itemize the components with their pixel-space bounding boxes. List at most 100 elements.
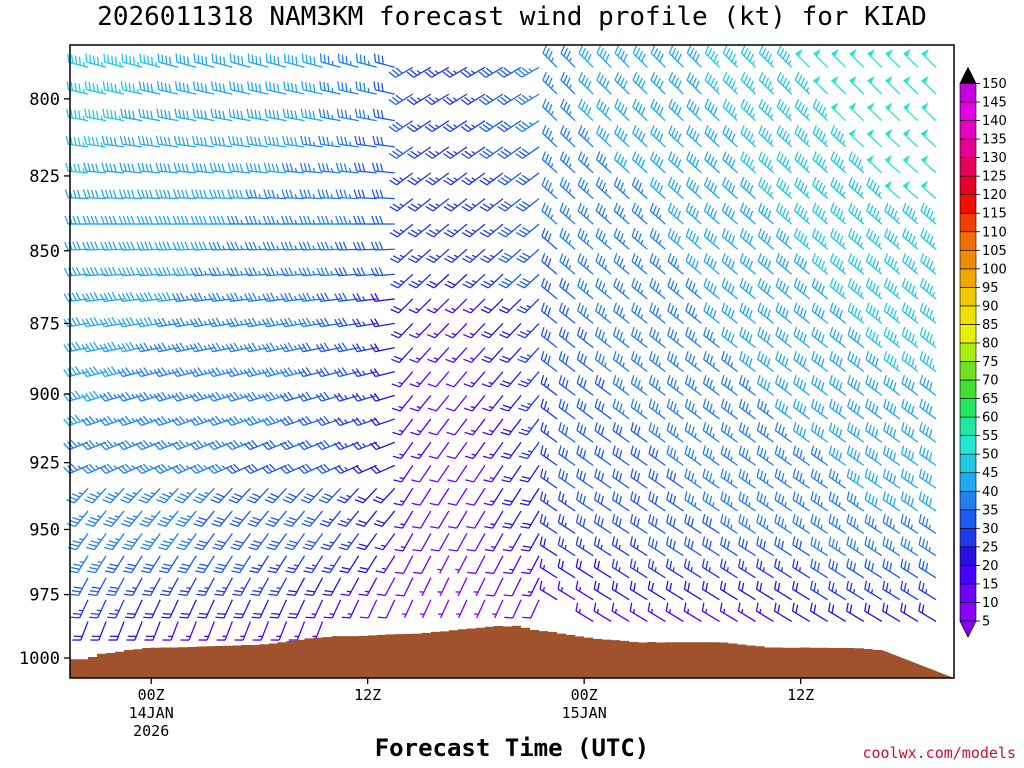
barb-half-flag [347, 613, 352, 615]
barb-half-flag [83, 61, 85, 67]
barb-flag [483, 479, 492, 483]
barb-flag [276, 110, 280, 120]
barb-staff [576, 382, 594, 396]
barb-flag [345, 82, 348, 92]
wind-barb [280, 292, 305, 302]
wind-barb [721, 227, 738, 250]
barb-staff [284, 248, 305, 251]
barb-staff [721, 406, 738, 420]
barb-half-flag [240, 219, 244, 225]
barb-flag [239, 137, 244, 146]
barb-staff [358, 464, 377, 475]
barb-staff [630, 382, 648, 396]
wind-barb [297, 391, 323, 402]
barb-flag [84, 499, 93, 504]
barb-staff [453, 394, 468, 412]
barb-flag [88, 391, 96, 400]
wind-barb [648, 445, 666, 466]
barb-flag [267, 496, 276, 501]
barb-flag [127, 563, 136, 567]
barb-staff [176, 89, 197, 95]
wind-barb [558, 326, 576, 349]
barb-staff [666, 544, 684, 557]
barb-half-flag [344, 443, 348, 448]
barb-flag [197, 292, 203, 301]
wind-barb [118, 266, 143, 277]
wind-barb [667, 202, 684, 225]
wind-barb [648, 513, 666, 534]
wind-barb [124, 577, 143, 597]
barb-flag [171, 466, 179, 474]
barb-flag [684, 468, 688, 478]
barb-staff [302, 170, 323, 174]
barb-flag [189, 293, 196, 302]
barb-flag [122, 267, 127, 276]
barb-half-flag [435, 203, 440, 207]
barb-flag [131, 137, 135, 146]
wind-barb [388, 93, 414, 106]
wind-barb [234, 621, 252, 641]
barb-flag [270, 639, 280, 641]
wind-barb [135, 342, 161, 353]
barb-staff [338, 89, 359, 95]
barb-flag [305, 82, 308, 91]
barb-staff [611, 610, 630, 622]
barb-flag [195, 136, 200, 145]
barb-flag [287, 367, 294, 375]
barb-half-flag [167, 417, 172, 422]
barb-staff [576, 453, 594, 466]
barb-half-flag [133, 538, 138, 541]
barb-flag [72, 540, 82, 544]
barb-flag [388, 98, 397, 106]
wind-barb [63, 390, 89, 402]
barb-flag [157, 417, 164, 425]
barb-staff [276, 577, 288, 596]
barb-flag [261, 418, 269, 426]
wind-barb [81, 463, 107, 475]
barb-staff [440, 599, 450, 619]
barb-half-flag [399, 229, 404, 233]
barb-flag [112, 215, 117, 225]
barb-flag [193, 523, 202, 528]
barb-flag [288, 493, 297, 498]
barb-flag [253, 163, 258, 172]
barb-half-flag [453, 203, 458, 207]
wind-barb [455, 577, 468, 597]
barb-staff [648, 521, 666, 534]
barb-flag [254, 136, 258, 146]
wind-barb [175, 53, 197, 68]
wind-barb [614, 98, 630, 122]
barb-flag [193, 417, 200, 425]
barb-staff [239, 555, 251, 574]
barb-flag [356, 267, 362, 276]
barb-flag [297, 393, 304, 402]
barb-flag [105, 496, 114, 501]
wind-barb [738, 536, 756, 557]
barb-flag [130, 215, 135, 225]
barb-staff [188, 621, 197, 641]
barb-staff [140, 89, 161, 95]
barb-flag [269, 54, 272, 64]
barb-flag [339, 570, 349, 574]
barb-flag [300, 499, 310, 504]
barb-staff [357, 61, 377, 68]
barb-flag [393, 355, 403, 361]
barb-half-flag [455, 591, 460, 593]
barb-flag [409, 383, 419, 388]
barb-flag [269, 317, 276, 326]
barb-flag [484, 548, 494, 552]
wind-barb [776, 45, 793, 68]
wind-barb [69, 577, 89, 597]
barb-flag [270, 215, 276, 225]
barb-flag [230, 241, 236, 251]
barb-flag [99, 418, 106, 426]
barb-flag [327, 82, 330, 92]
barb-flag [233, 616, 243, 619]
barb-half-flag [149, 441, 154, 446]
barb-flag [196, 439, 204, 448]
barb-flag [407, 232, 416, 238]
barb-staff [774, 499, 792, 512]
barb-flag [425, 179, 434, 186]
barb-staff [224, 621, 233, 641]
barb-flag [217, 189, 222, 199]
